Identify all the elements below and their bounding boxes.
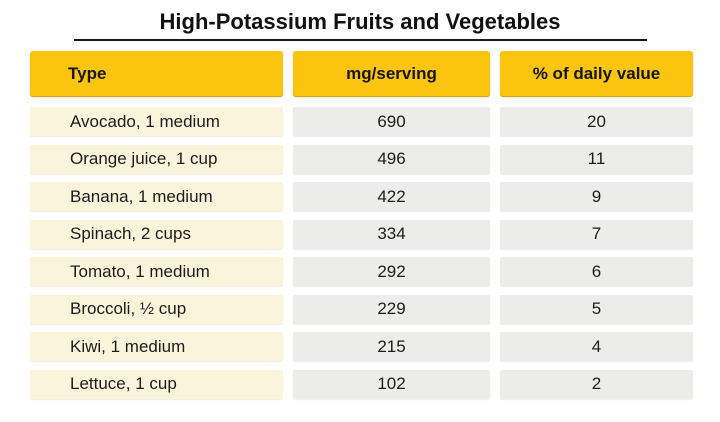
type-cell: Avocado, 1 medium — [30, 107, 283, 136]
mg-cell: 334 — [293, 219, 490, 249]
mg-cell: 690 — [293, 107, 490, 136]
mg-cell: 229 — [293, 294, 490, 324]
type-cell: Broccoli, ½ cup — [30, 294, 283, 324]
table-row: Avocado, 1 medium 690 20 — [30, 107, 693, 136]
table-row: Orange juice, 1 cup 496 11 — [30, 144, 693, 174]
table-row: Banana, 1 medium 422 9 — [30, 182, 693, 211]
type-cell: Banana, 1 medium — [30, 182, 283, 211]
table-row: Lettuce, 1 cup 102 2 — [30, 369, 693, 399]
potassium-table: Type mg/serving % of daily value Avocado… — [30, 51, 693, 399]
dv-cell: 6 — [500, 257, 693, 286]
dv-cell: 5 — [500, 294, 693, 324]
table-row: Kiwi, 1 medium 215 4 — [30, 332, 693, 361]
dv-cell: 9 — [500, 182, 693, 211]
type-cell: Orange juice, 1 cup — [30, 144, 283, 174]
dv-cell: 2 — [500, 369, 693, 399]
table-row: Broccoli, ½ cup 229 5 — [30, 294, 693, 324]
column-header-mg-serving: mg/serving — [293, 51, 490, 96]
table-row: Tomato, 1 medium 292 6 — [30, 257, 693, 286]
type-cell: Kiwi, 1 medium — [30, 332, 283, 361]
dv-cell: 4 — [500, 332, 693, 361]
column-header-type: Type — [30, 51, 283, 96]
page-title: High-Potassium Fruits and Vegetables — [159, 9, 561, 34]
type-cell: Lettuce, 1 cup — [30, 369, 283, 399]
table-body: Avocado, 1 medium 690 20 Orange juice, 1… — [30, 107, 693, 399]
mg-cell: 496 — [293, 144, 490, 174]
type-cell: Spinach, 2 cups — [30, 219, 283, 249]
dv-cell: 20 — [500, 107, 693, 136]
table-row: Spinach, 2 cups 334 7 — [30, 219, 693, 249]
mg-cell: 215 — [293, 332, 490, 361]
table-header-row: Type mg/serving % of daily value — [30, 51, 693, 96]
mg-cell: 422 — [293, 182, 490, 211]
dv-cell: 11 — [500, 144, 693, 174]
title-underline — [73, 39, 647, 41]
column-header-daily-value: % of daily value — [500, 51, 693, 96]
mg-cell: 102 — [293, 369, 490, 399]
type-cell: Tomato, 1 medium — [30, 257, 283, 286]
dv-cell: 7 — [500, 219, 693, 249]
mg-cell: 292 — [293, 257, 490, 286]
